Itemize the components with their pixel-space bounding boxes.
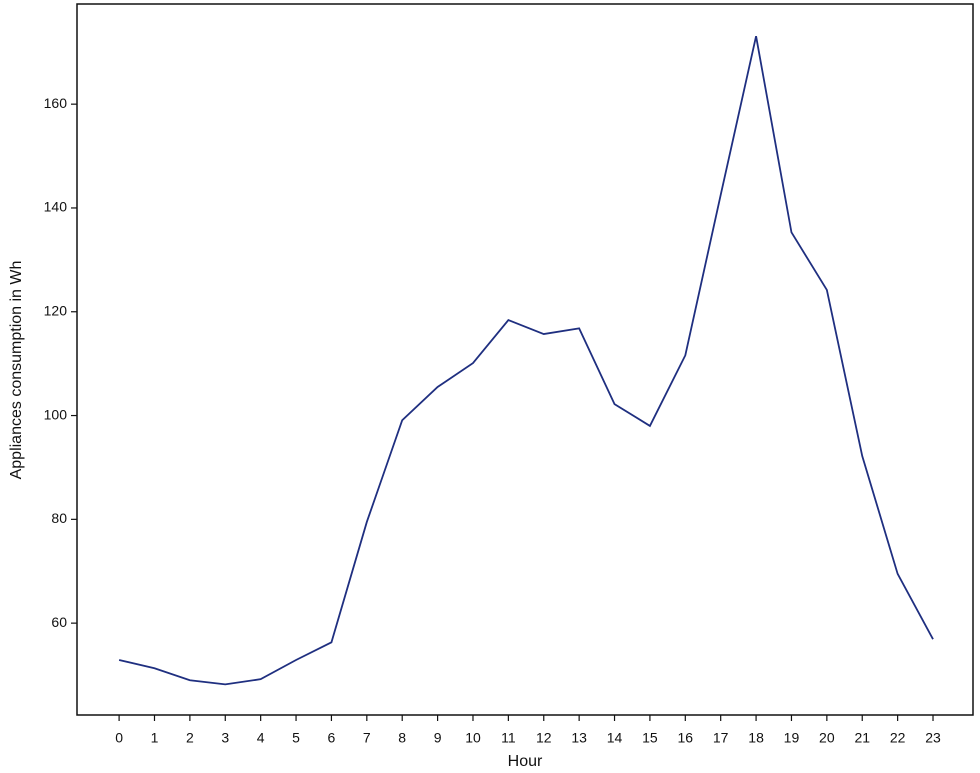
x-tick-label: 13: [571, 730, 587, 746]
x-tick-label: 20: [819, 730, 835, 746]
y-tick-label: 160: [44, 95, 68, 111]
x-tick-label: 23: [925, 730, 941, 746]
x-tick-label: 9: [434, 730, 442, 746]
plot-frame: [76, 3, 974, 716]
x-tick-label: 18: [748, 730, 764, 746]
x-tick-label: 14: [607, 730, 623, 746]
x-axis-title: Hour: [508, 753, 543, 770]
x-tick-label: 11: [501, 730, 516, 746]
x-tick-label: 2: [186, 730, 194, 746]
y-axis-title: Appliances consumption in Wh: [8, 261, 25, 480]
x-tick-label: 7: [363, 730, 371, 746]
x-tick-label: 0: [115, 730, 123, 746]
line: [118, 35, 934, 686]
x-tick-label: 21: [854, 730, 870, 746]
x-tick-label: 10: [465, 730, 481, 746]
x-tick-label: 16: [678, 730, 694, 746]
x-tick-label: 22: [890, 730, 906, 746]
x-tick-label: 17: [713, 730, 729, 746]
x-tick-label: 1: [151, 730, 159, 746]
y-tick-label: 60: [51, 614, 67, 630]
x-tick-label: 6: [328, 730, 336, 746]
x-tick-label: 4: [257, 730, 265, 746]
x-tick-label: 8: [398, 730, 406, 746]
y-tick-label: 140: [44, 199, 68, 215]
x-tick-label: 19: [784, 730, 800, 746]
x-tick-label: 12: [536, 730, 552, 746]
y-tick-label: 120: [44, 302, 68, 318]
x-tick-label: 3: [221, 730, 229, 746]
x-tick-label: 5: [292, 730, 300, 746]
x-tick-label: 15: [642, 730, 658, 746]
y-tick-label: 80: [51, 510, 67, 526]
y-tick-label: 100: [44, 406, 68, 422]
